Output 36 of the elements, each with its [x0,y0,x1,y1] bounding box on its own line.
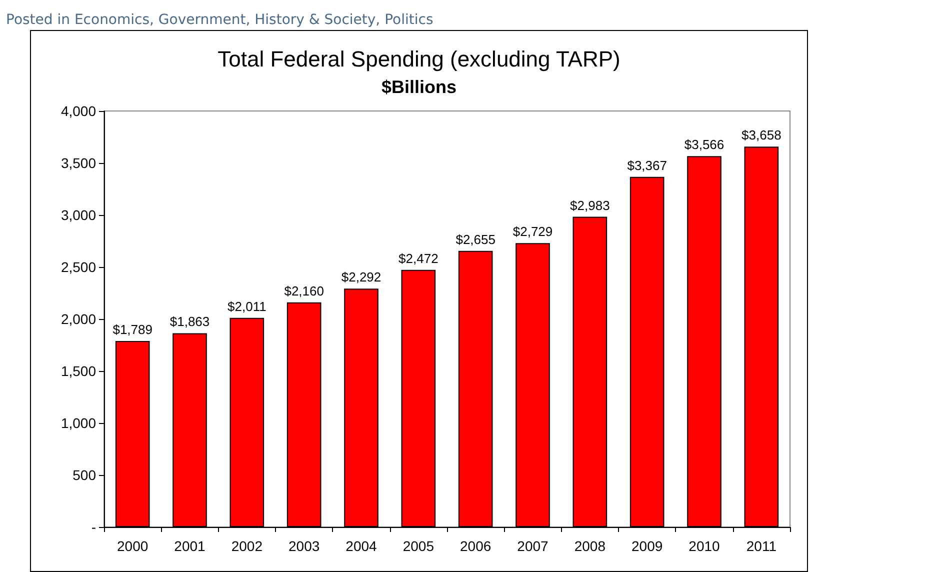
data-label: $3,566 [684,137,724,152]
x-tick-label: 2011 [746,538,777,554]
data-label: $1,789 [112,322,152,337]
data-label: $3,367 [627,158,667,173]
data-label: $3,658 [742,128,782,143]
x-tick-label: 2000 [117,538,148,554]
data-label: $2,983 [570,198,610,213]
x-tick-label: 2010 [688,538,720,554]
y-tick-label: 500 [72,467,96,483]
y-tick-label: - [91,519,96,535]
chart-title: Total Federal Spending (excluding TARP) [218,46,620,72]
data-label: $2,472 [398,250,438,266]
y-tick-label: 2,500 [60,259,96,275]
data-label: $2,011 [228,298,266,314]
data-label: $2,729 [512,224,553,240]
y-tick-label: 4,000 [60,103,96,119]
x-tick-label: 2007 [517,538,549,554]
data-label: $2,292 [341,270,382,285]
data-label: $1,863 [170,314,210,330]
x-tick-label: 2001 [174,538,206,554]
x-tick-label: 2009 [632,538,663,554]
x-tick-label: 2008 [574,538,606,554]
data-label: $2,160 [284,283,324,298]
text: Posted in Economics, Government, History & Society, Politics [6,12,434,28]
x-tick-label: 2003 [288,538,320,554]
x-tick-label: 2004 [346,538,378,554]
y-tick-label: 3,000 [60,207,96,223]
x-tick-label: 2005 [402,538,434,554]
y-tick-label: 1,000 [60,415,96,431]
y-tick-label: 2,000 [60,311,96,327]
y-tick-label: 1,500 [60,363,96,379]
x-tick-label: 2006 [460,538,492,554]
x-tick-label: 2002 [231,538,263,554]
y-tick-label: 3,500 [60,155,96,171]
data-label: $2,655 [456,232,496,247]
chart-subtitle: $Billions [381,77,457,97]
